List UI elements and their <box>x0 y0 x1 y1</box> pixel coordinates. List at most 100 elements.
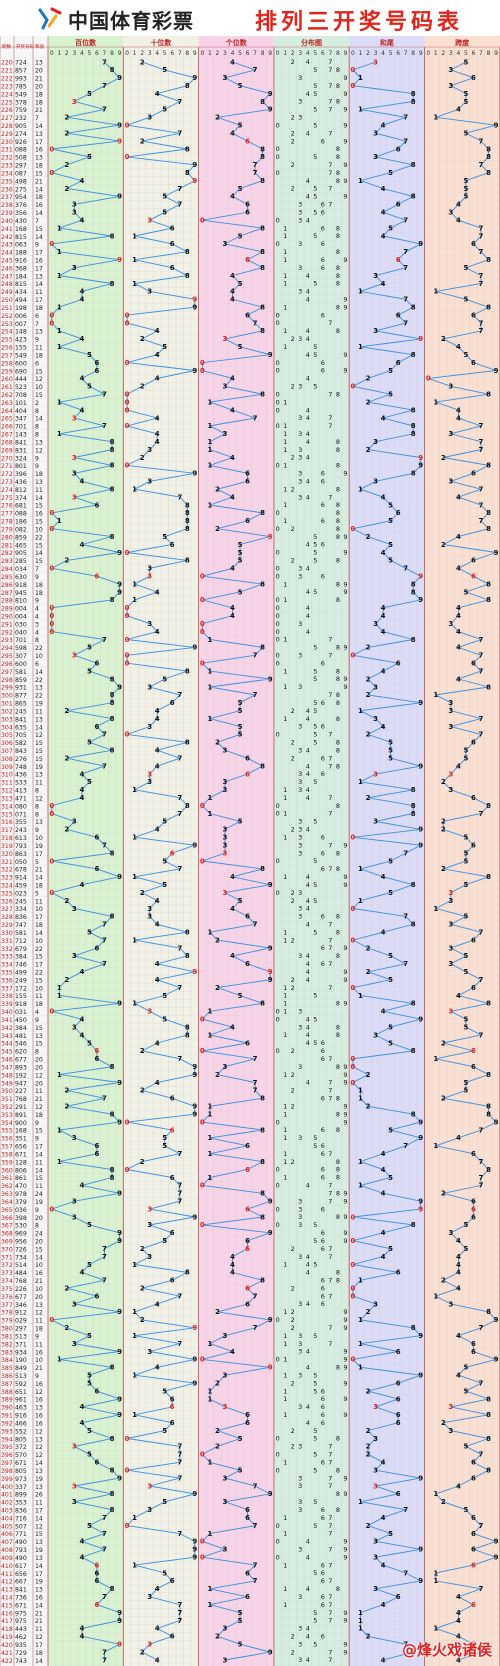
draw-number: 498 <box>15 178 27 185</box>
distribution-point: 8 <box>336 224 340 232</box>
distribution-point: 5 <box>313 667 317 675</box>
draw-number: 227 <box>15 1088 27 1095</box>
trend-point: 6 <box>471 74 476 82</box>
digit-tick: 8 <box>411 50 415 57</box>
trend-point: 8 <box>260 1000 265 1008</box>
sum-value: 16 <box>35 1595 43 1602</box>
draw-number: 785 <box>15 83 27 90</box>
trend-point: 1 <box>207 683 212 691</box>
trend-point: 0 <box>200 660 205 668</box>
trend-point: 5 <box>238 122 243 130</box>
distribution-point: 7 <box>328 960 332 968</box>
trend-point: 2 <box>366 1522 371 1530</box>
sum-value: 12 <box>35 1310 43 1317</box>
distribution-point: 4 <box>306 1261 310 1269</box>
issue-number: 276 <box>1 503 13 510</box>
distribution-point: 1 <box>283 438 287 446</box>
issue-number: 405 <box>1 1523 13 1530</box>
page-title: 排列三开奖号码表 <box>255 9 464 35</box>
trend-point: 6 <box>396 1269 401 1277</box>
trend-point: 1 <box>57 984 62 992</box>
issue-number: 322 <box>1 867 13 874</box>
trend-point: 7 <box>253 161 258 169</box>
distribution-point: 4 <box>306 762 310 770</box>
draw-number: 379 <box>15 1199 27 1206</box>
issue-number: 275 <box>1 495 13 502</box>
issue-number: 267 <box>1 432 13 439</box>
distribution-point: 7 <box>328 1340 332 1348</box>
trend-point: 4 <box>456 216 461 224</box>
sum-value: 12 <box>35 1444 43 1451</box>
sum-value: 15 <box>35 1175 43 1182</box>
trend-point: 4 <box>230 952 235 960</box>
distribution-point: 0 <box>276 390 280 398</box>
distribution-point: 8 <box>336 1506 340 1514</box>
trend-point: 1 <box>358 177 363 185</box>
distribution-point: 4 <box>306 295 310 303</box>
trend-point: 4 <box>456 762 461 770</box>
issue-number: 403 <box>1 1507 13 1514</box>
trend-point: 3 <box>72 818 77 826</box>
trend-point: 5 <box>388 1174 393 1182</box>
draw-number: 993 <box>15 76 27 83</box>
trend-point: 8 <box>411 810 416 818</box>
trend-point: 6 <box>471 1641 476 1649</box>
distribution-point: 1 <box>283 810 287 818</box>
trend-point: 8 <box>486 509 491 517</box>
digit-tick: 3 <box>374 50 378 57</box>
sum-value: 12 <box>35 376 43 383</box>
distribution-point: 5 <box>313 66 317 74</box>
trend-point: 4 <box>456 1656 461 1664</box>
trend-point: 5 <box>463 1387 468 1395</box>
distribution-point: 4 <box>306 438 310 446</box>
trend-point: 4 <box>155 90 160 98</box>
trend-point: 6 <box>95 1047 100 1055</box>
trend-point: 3 <box>448 944 453 952</box>
sum-value: 10 <box>35 1286 43 1293</box>
trend-point: 7 <box>479 224 484 232</box>
issue-number: 299 <box>1 685 13 692</box>
distribution-point: 9 <box>343 873 347 881</box>
distribution-point: 8 <box>336 762 340 770</box>
trend-point: 4 <box>79 1403 84 1411</box>
sum-value: 9 <box>35 242 39 249</box>
distribution-point: 3 <box>298 1545 302 1553</box>
trend-point: 9 <box>117 1641 122 1649</box>
distribution-point: 6 <box>321 1292 325 1300</box>
sum-value: 15 <box>35 748 43 755</box>
section-header: 个位数 <box>225 38 248 47</box>
trend-point: 5 <box>388 517 393 525</box>
trend-point: 2 <box>140 1245 145 1253</box>
trend-point: 1 <box>207 1459 212 1467</box>
sum-value: 18 <box>35 1650 43 1657</box>
distribution-point: 0 <box>276 1435 280 1443</box>
trend-point: 1 <box>207 1340 212 1348</box>
trend-point: 2 <box>215 1071 220 1079</box>
issue-number: 365 <box>1 1207 13 1214</box>
trend-point: 4 <box>79 1016 84 1024</box>
trend-point: 8 <box>260 1126 265 1134</box>
draw-number: 384 <box>15 954 27 961</box>
trend-point: 3 <box>147 770 152 778</box>
distribution-point: 6 <box>321 1245 325 1253</box>
issue-number: 359 <box>1 1159 13 1166</box>
distribution-point: 8 <box>336 580 340 588</box>
trend-point: 4 <box>155 921 160 929</box>
distribution-point: 0 <box>276 604 280 612</box>
trend-point: 6 <box>471 557 476 565</box>
trend-point: 8 <box>486 391 491 399</box>
trend-point: 7 <box>403 264 408 272</box>
trend-point: 4 <box>155 375 160 383</box>
trend-point: 9 <box>418 1016 423 1024</box>
trend-point: 5 <box>463 177 468 185</box>
trend-point: 5 <box>238 185 243 193</box>
distribution-point: 2 <box>291 889 295 897</box>
trend-point: 4 <box>381 280 386 288</box>
distribution-point: 6 <box>321 541 325 549</box>
issue-number: 330 <box>1 930 13 937</box>
trend-point: 4 <box>456 1134 461 1142</box>
distribution-point: 1 <box>283 485 287 493</box>
trend-point: 8 <box>260 304 265 312</box>
trend-point: 3 <box>223 1656 228 1664</box>
trend-point: 5 <box>238 82 243 90</box>
